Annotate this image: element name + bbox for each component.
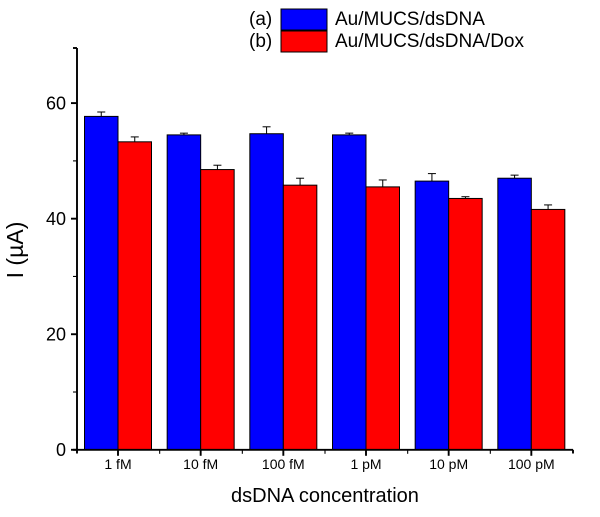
- svg-text:I (µA): I (µA): [2, 222, 28, 279]
- svg-text:1 pM: 1 pM: [350, 456, 381, 472]
- svg-text:10 pM: 10 pM: [429, 456, 468, 472]
- svg-text:dsDNA concentration: dsDNA concentration: [231, 485, 419, 507]
- svg-text:Au/MUCS/dsDNA/Dox: Au/MUCS/dsDNA/Dox: [335, 31, 524, 52]
- svg-text:20: 20: [46, 325, 66, 345]
- svg-text:(a): (a): [249, 9, 272, 30]
- svg-text:0: 0: [56, 440, 66, 460]
- svg-text:(b): (b): [249, 31, 272, 52]
- svg-text:100 fM: 100 fM: [262, 456, 305, 472]
- svg-text:Au/MUCS/dsDNA: Au/MUCS/dsDNA: [335, 9, 485, 30]
- svg-text:1 fM: 1 fM: [104, 456, 131, 472]
- svg-text:10 fM: 10 fM: [183, 456, 218, 472]
- svg-text:60: 60: [46, 94, 66, 114]
- svg-text:40: 40: [46, 209, 66, 229]
- svg-text:100 pM: 100 pM: [508, 456, 555, 472]
